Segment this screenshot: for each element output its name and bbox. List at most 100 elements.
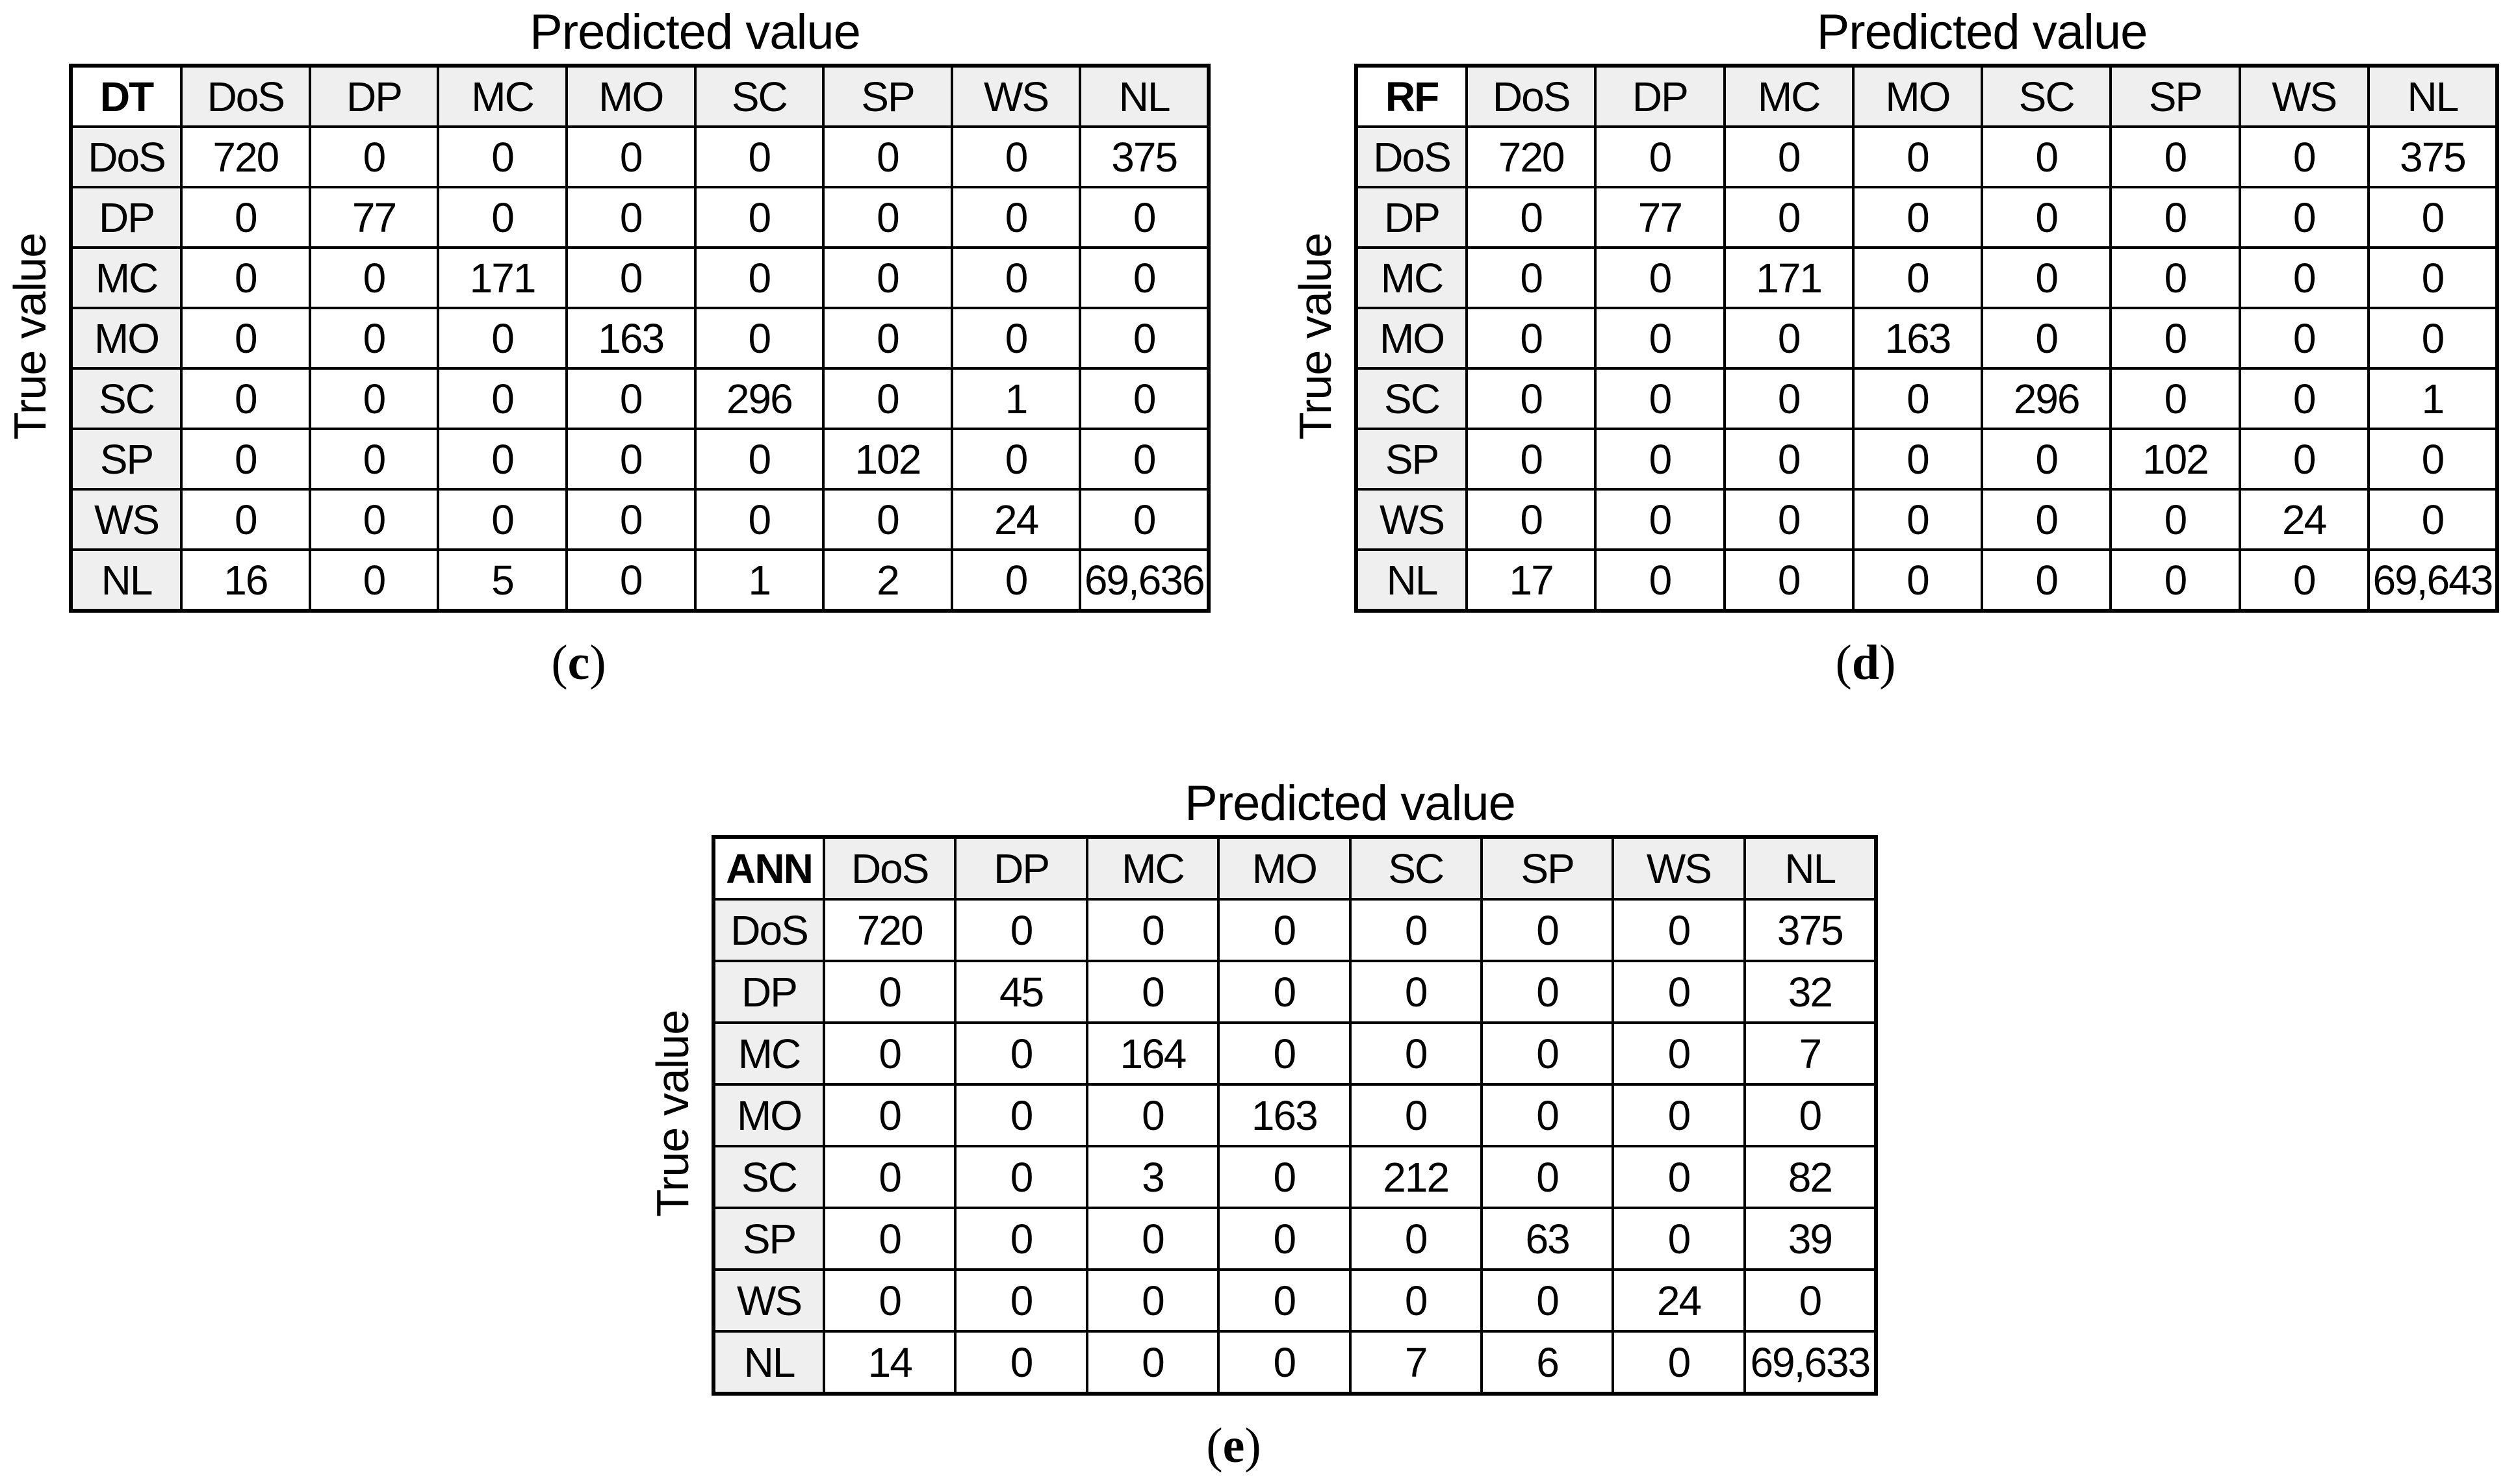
matrix-cell: 0: [1085, 1330, 1220, 1395]
matrix-cell: 0: [1612, 1145, 1746, 1209]
matrix-row-mo: MO 0 0 0 163 0 0 0 0: [70, 307, 1210, 370]
matrix-cell: 0: [565, 488, 697, 551]
matrix-cell: 0: [1465, 428, 1597, 491]
matrix-cell: 0: [2109, 246, 2241, 309]
matrix-cell: 0: [1743, 1083, 1878, 1147]
matrix-cell: 0: [1079, 428, 1210, 491]
true-value-axis-title: True value: [1290, 233, 1341, 441]
matrix-row-mc: MC 0 0 171 0 0 0 0 0: [1355, 246, 2499, 309]
matrix-cell: 0: [565, 428, 697, 491]
matrix-cell: 0: [822, 246, 953, 309]
matrix-cell: 17: [1465, 548, 1597, 612]
matrix-cell: 16: [180, 548, 311, 612]
matrix-cell: 32: [1743, 960, 1878, 1024]
matrix-cell: 0: [954, 1268, 1088, 1333]
matrix-cell: 24: [950, 488, 1082, 551]
matrix-cell: 0: [565, 548, 697, 612]
matrix-cell: 77: [308, 186, 440, 249]
matrix-cell: 0: [308, 488, 440, 551]
matrix-cell: 24: [2238, 488, 2370, 551]
col-header-mc: MC: [1723, 64, 1855, 128]
matrix-cell: 69,636: [1079, 548, 1210, 612]
matrix-cell: 0: [1594, 488, 1726, 551]
matrix-cell: 0: [2109, 488, 2241, 551]
matrix-cell: 0: [1723, 307, 1855, 370]
matrix-cell: 0: [180, 186, 311, 249]
matrix-cell: 1: [693, 548, 825, 612]
matrix-cell: 45: [954, 960, 1088, 1024]
row-header-mo: MO: [712, 1083, 825, 1147]
matrix-cell: 0: [950, 125, 1082, 188]
matrix-cell: 69,643: [2367, 548, 2499, 612]
confusion-matrix-table-dt: DT DoS DP MC MO SC SP WS NL DoS 720 0 0 0 0 0 0 375 DP 0 77 0…: [69, 64, 1211, 613]
matrix-cell: 0: [1851, 125, 1984, 188]
matrix-cell: 0: [1085, 1083, 1220, 1147]
matrix-cell: 0: [1612, 1207, 1746, 1271]
col-header-ws: WS: [950, 64, 1082, 128]
matrix-cell: 0: [2238, 428, 2370, 491]
matrix-cell: 0: [2109, 186, 2241, 249]
row-header-ws: WS: [1355, 488, 1468, 551]
matrix-cell: 0: [1612, 1021, 1746, 1086]
matrix-cell: 0: [2367, 488, 2499, 551]
col-header-sp: SP: [1480, 836, 1615, 901]
matrix-cell: 0: [1723, 548, 1855, 612]
matrix-cell: 0: [308, 246, 440, 309]
row-header-mo: MO: [1355, 307, 1468, 370]
matrix-cell: 0: [1217, 1145, 1352, 1209]
col-header-sp: SP: [2109, 64, 2241, 128]
matrix-cell: 1: [950, 367, 1082, 430]
col-header-dp: DP: [1594, 64, 1726, 128]
matrix-cell: 0: [693, 246, 825, 309]
matrix-cell: 0: [1480, 1021, 1615, 1086]
matrix-cell: 0: [693, 186, 825, 249]
matrix-cell: 0: [954, 898, 1088, 962]
matrix-cell: 0: [1594, 367, 1726, 430]
col-header-ws: WS: [2238, 64, 2370, 128]
col-header-mc: MC: [437, 64, 568, 128]
caption-letter-e: e: [1222, 1418, 1245, 1473]
caption-paren-open: (: [1206, 1418, 1223, 1473]
matrix-cell: 0: [1612, 1083, 1746, 1147]
matrix-cell: 0: [2109, 307, 2241, 370]
matrix-cell: 0: [1851, 548, 1984, 612]
matrix-cell: 0: [1723, 367, 1855, 430]
matrix-cell: 163: [565, 307, 697, 370]
row-header-dos: DoS: [1355, 125, 1468, 188]
row-header-sc: SC: [712, 1145, 825, 1209]
row-header-mc: MC: [70, 246, 183, 309]
matrix-row-ws: WS 0 0 0 0 0 0 24 0: [712, 1268, 1878, 1333]
matrix-row-nl: NL 14 0 0 0 7 6 0 69,633: [712, 1330, 1878, 1395]
matrix-cell: 164: [1085, 1021, 1220, 1086]
matrix-cell: 0: [2367, 307, 2499, 370]
matrix-cell: 0: [1465, 246, 1597, 309]
matrix-row-nl: NL 17 0 0 0 0 0 0 69,643: [1355, 548, 2499, 612]
predicted-value-axis-title: Predicted value: [530, 5, 861, 60]
matrix-cell: 375: [2367, 125, 2499, 188]
row-header-sc: SC: [70, 367, 183, 430]
matrix-cell: 0: [1980, 307, 2113, 370]
matrix-cell: 0: [1480, 1268, 1615, 1333]
matrix-cell: 0: [1612, 960, 1746, 1024]
row-header-mc: MC: [712, 1021, 825, 1086]
col-header-dos: DoS: [180, 64, 311, 128]
row-header-nl: NL: [1355, 548, 1468, 612]
matrix-cell: 63: [1480, 1207, 1615, 1271]
matrix-cell: 0: [1079, 246, 1210, 309]
matrix-cell: 163: [1217, 1083, 1352, 1147]
matrix-cell: 0: [1465, 307, 1597, 370]
matrix-cell: 0: [1723, 125, 1855, 188]
matrix-cell: 0: [1217, 1021, 1352, 1086]
matrix-row-dp: DP 0 77 0 0 0 0 0 0: [1355, 186, 2499, 249]
col-header-sc: SC: [1348, 836, 1483, 901]
matrix-cell: 0: [1079, 307, 1210, 370]
classifier-name-cell: RF: [1355, 64, 1468, 128]
matrix-cell: 720: [822, 898, 957, 962]
matrix-cell: 0: [1217, 1268, 1352, 1333]
matrix-row-ws: WS 0 0 0 0 0 0 24 0: [70, 488, 1210, 551]
row-header-dp: DP: [712, 960, 825, 1024]
header-row: RF DoS DP MC MO SC SP WS NL: [1355, 64, 2499, 128]
matrix-cell: 0: [2367, 428, 2499, 491]
figure-rf-confusion-matrix: Predicted value True value RF DoS DP MC MO SC…: [1290, 6, 2499, 687]
matrix-cell: 0: [1594, 125, 1726, 188]
